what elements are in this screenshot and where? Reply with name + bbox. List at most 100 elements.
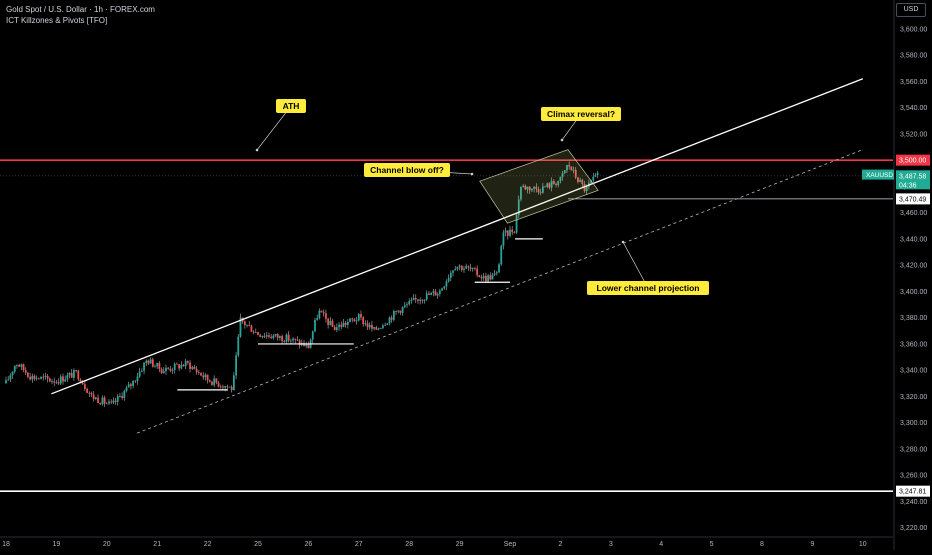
candle-body <box>51 381 53 383</box>
blowoff-callout-bg[interactable] <box>364 163 450 177</box>
indicator-label[interactable]: ICT Killzones & Pivots [TFO] <box>6 16 108 25</box>
candle-body <box>94 397 97 399</box>
candle-body <box>44 375 47 377</box>
candle-body <box>232 375 235 391</box>
time-tick-label: Sep <box>504 541 517 548</box>
ath-price-tag-bg[interactable] <box>896 154 930 166</box>
candle-body <box>20 364 23 367</box>
candle-body <box>79 379 82 383</box>
candle-body <box>594 175 597 177</box>
candle-body <box>408 301 411 305</box>
candle-body <box>191 366 194 369</box>
candle-body <box>484 275 487 282</box>
candle-body <box>158 362 161 369</box>
time-tick-label: 22 <box>204 541 212 548</box>
upper-channel-line[interactable] <box>51 78 864 395</box>
candle-body <box>322 312 325 314</box>
lower-projection-callout-bg[interactable] <box>587 281 709 295</box>
candle-body <box>103 397 106 404</box>
candle-body <box>447 277 450 282</box>
candle-body <box>366 323 369 328</box>
candle-body <box>412 297 415 301</box>
candle-body <box>373 327 376 329</box>
candle-body <box>186 361 189 363</box>
candle-body <box>342 322 345 327</box>
candle-body <box>379 328 382 329</box>
candle-body <box>384 324 386 326</box>
candle-body <box>250 325 253 332</box>
candle-body <box>46 375 49 379</box>
candle-body <box>572 169 575 171</box>
candle-body <box>213 378 216 385</box>
candle-body <box>344 322 347 325</box>
time-tick-label: 3 <box>609 541 613 548</box>
blowoff-box[interactable] <box>479 149 599 224</box>
candle-body <box>77 370 80 380</box>
candle-body <box>478 275 481 277</box>
candle-body <box>176 363 178 365</box>
ath-callout-bg[interactable] <box>276 99 306 113</box>
candle-body <box>349 318 351 322</box>
candle-body <box>314 320 316 332</box>
candle-body <box>546 183 549 188</box>
candle-body <box>215 378 218 383</box>
candle-body <box>434 291 437 296</box>
last-price-tag-bg[interactable] <box>896 170 930 190</box>
candle-body <box>414 297 417 300</box>
candle-body <box>445 281 448 287</box>
candle-body <box>55 382 58 383</box>
candle-body <box>138 371 141 377</box>
candle-body <box>577 177 579 182</box>
ath-callout-leader <box>256 105 292 151</box>
climax-callout: Climax reversal? <box>547 109 615 119</box>
candle-body <box>70 373 73 378</box>
candle-body <box>37 378 40 380</box>
price-tick-label: 3,460.00 <box>900 210 927 217</box>
candle-body <box>325 313 327 319</box>
candle-body <box>246 324 248 326</box>
symbol-tag-bg[interactable] <box>862 169 894 180</box>
candle-body <box>165 367 167 372</box>
candle-body <box>149 359 152 364</box>
lower-projection-callout-leader <box>622 241 649 289</box>
support-price-tag-bg[interactable] <box>896 193 930 205</box>
candle-body <box>222 386 224 388</box>
climax-callout-bg[interactable] <box>541 107 621 121</box>
symbol-title[interactable]: Gold Spot / U.S. Dollar · 1h · FOREX.com <box>6 5 155 14</box>
candle-body <box>257 331 259 335</box>
candle-body <box>123 390 126 398</box>
candle-body <box>579 179 582 182</box>
ath-callout-leader-dot <box>255 148 259 152</box>
blowoff-callout: Channel blow off? <box>370 165 444 175</box>
candle-body <box>62 376 64 382</box>
candle-body <box>270 336 273 339</box>
candle-body <box>509 229 511 236</box>
candle-body <box>382 325 384 329</box>
symbol-tag-text: XAUUSD <box>866 172 893 179</box>
candle-body <box>101 397 104 405</box>
bottom-price-tag-bg[interactable] <box>896 485 930 497</box>
candle-body <box>143 362 145 371</box>
candle-body <box>596 172 599 176</box>
candle-body <box>428 293 430 295</box>
candle-body <box>248 324 251 326</box>
price-axis[interactable] <box>894 0 932 550</box>
candle-body <box>31 375 34 380</box>
candle-body <box>112 400 115 403</box>
candle-body <box>97 397 99 404</box>
candle-body <box>132 380 134 386</box>
currency-button[interactable]: USD <box>896 3 926 17</box>
price-tick-label: 3,520.00 <box>900 131 927 138</box>
candle-body <box>351 318 354 320</box>
price-tick-label: 3,360.00 <box>900 341 927 348</box>
candle-body <box>305 343 308 347</box>
lower-channel-line[interactable] <box>136 149 863 434</box>
candle-body <box>541 186 544 193</box>
candle-body <box>583 184 586 192</box>
candle-body <box>368 324 371 328</box>
price-tick-label: 3,340.00 <box>900 368 927 375</box>
candle-body <box>279 336 281 338</box>
candle-body <box>563 170 566 174</box>
